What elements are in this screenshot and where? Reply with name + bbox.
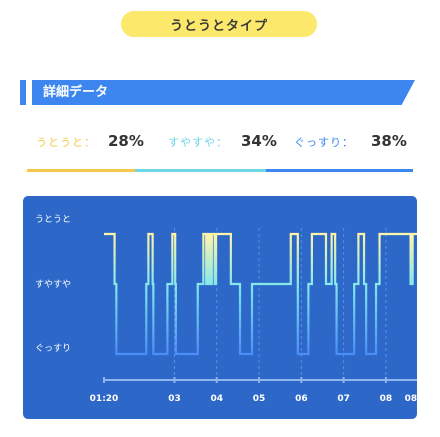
y-level-label: すやすや	[35, 279, 71, 290]
sleep-depth-line	[104, 232, 417, 356]
y-level-label: うとうと	[35, 214, 71, 225]
x-tick-label: 08	[380, 394, 393, 404]
ratio-segment-2	[266, 169, 413, 172]
section-accent	[20, 80, 26, 105]
y-level-label: ぐっすり	[35, 343, 71, 354]
x-tick-label: 03	[168, 394, 181, 404]
stat-label-utouto: うとうと：	[36, 136, 96, 149]
x-tick-label: 06	[295, 394, 308, 404]
stat-label-suyasuya: すやすや：	[168, 136, 228, 149]
x-tick-label: 07	[337, 394, 350, 404]
section-title: 詳細データ	[43, 85, 109, 100]
x-tick-label: 08:47	[405, 394, 417, 404]
sleep-type-title: うとうとタイプ	[169, 18, 268, 34]
stat-label-gussuri: ぐっすり：	[294, 136, 354, 149]
sleep-stats: うとうと： 28% すやすや： 34% ぐっすり： 38%	[0, 130, 440, 154]
x-tick-label: 05	[253, 394, 266, 404]
section-header: 詳細データ	[32, 80, 415, 105]
stat-value-utouto: 28%	[108, 132, 144, 150]
stat-value-suyasuya: 34%	[241, 132, 277, 150]
ratio-segment-0	[27, 169, 136, 172]
sleep-type-badge: うとうとタイプ	[121, 11, 317, 37]
x-tick-label: 04	[211, 394, 224, 404]
x-tick-label: 01:20	[90, 394, 119, 404]
ratio-segment-1	[135, 169, 267, 172]
stat-value-gussuri: 38%	[371, 132, 407, 150]
